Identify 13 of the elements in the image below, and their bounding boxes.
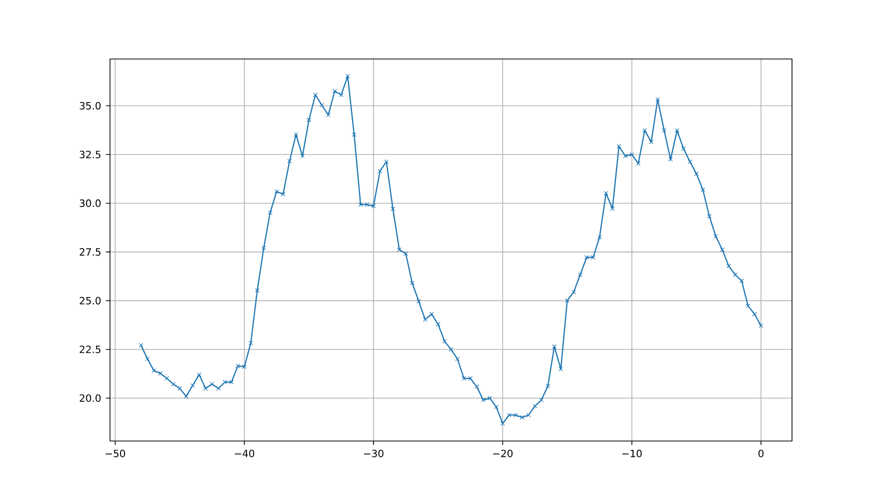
y-tick-label: 22.5 bbox=[80, 346, 100, 354]
y-tick-label: 32.5 bbox=[80, 150, 100, 158]
x-tick-label: −20 bbox=[493, 450, 513, 458]
y-tick-label: 20.0 bbox=[80, 394, 101, 402]
y-tick-label: 27.5 bbox=[80, 248, 100, 256]
x-tick-label: −30 bbox=[364, 450, 384, 458]
y-tick-label: 25.0 bbox=[80, 296, 101, 304]
x-tick-label: −10 bbox=[622, 450, 642, 458]
y-tick-label: 35.0 bbox=[80, 102, 101, 110]
x-tick-label: −40 bbox=[234, 450, 254, 458]
x-tick-label: −50 bbox=[106, 450, 126, 458]
x-tick-label: 0 bbox=[758, 450, 764, 458]
y-tick-label: 30.0 bbox=[80, 199, 101, 207]
